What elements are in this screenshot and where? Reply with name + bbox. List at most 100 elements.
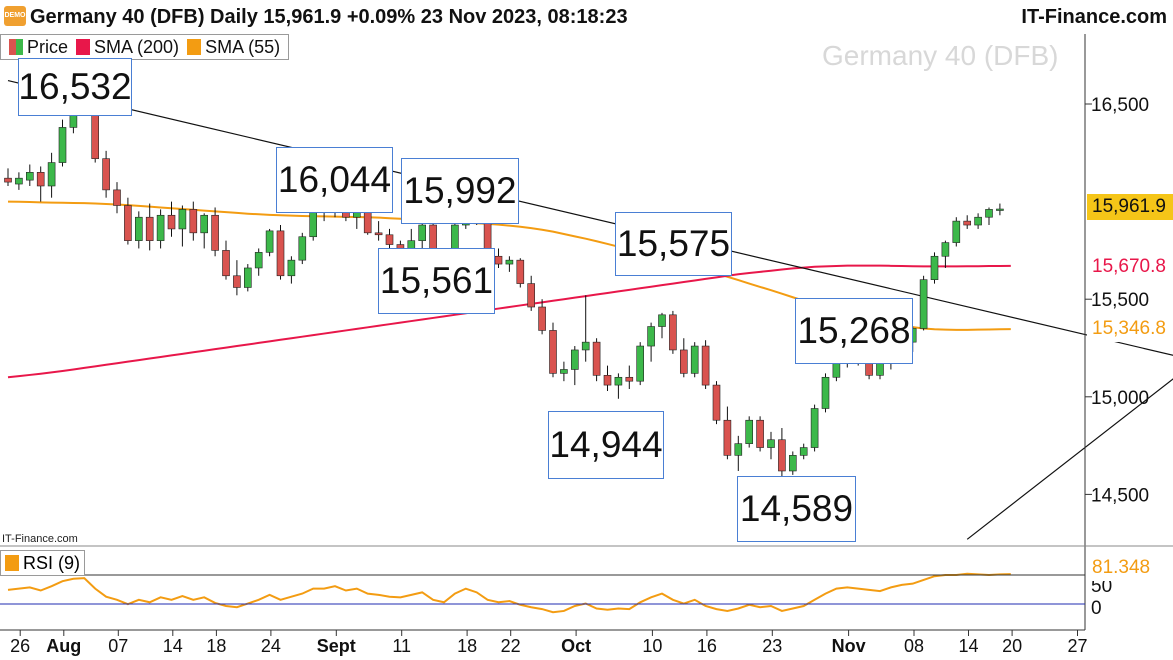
- last-price-tag: 15,961.9: [1087, 194, 1173, 220]
- x-tick-label: 11: [392, 636, 411, 656]
- rsi-panel: [7, 572, 1011, 614]
- source-label: IT-Finance.com: [2, 533, 78, 545]
- demo-badge: DEMO: [4, 6, 26, 26]
- candle-up: [244, 267, 252, 288]
- x-tick-label: 16: [697, 636, 717, 656]
- sma200-path: [7, 264, 1011, 379]
- candle-down: [189, 209, 198, 234]
- candle-up: [974, 216, 982, 226]
- legend-sma55[interactable]: SMA (55): [183, 37, 280, 58]
- candle-up: [309, 211, 318, 238]
- trendline: [966, 378, 1173, 540]
- candle-up: [265, 230, 274, 253]
- candle-up: [821, 376, 830, 409]
- candle-up: [254, 252, 263, 269]
- candle-up: [25, 172, 34, 181]
- candle-down: [756, 419, 764, 448]
- candle-down: [723, 419, 732, 456]
- x-tick-label: Oct: [561, 636, 591, 656]
- candle-up: [799, 447, 808, 456]
- candle-up: [745, 419, 754, 444]
- x-tick-label: 08: [904, 636, 924, 656]
- candle-down: [211, 214, 219, 251]
- candle-up: [614, 376, 623, 386]
- chart-header: DEMO Germany 40 (DFB) Daily 15,961.9 +0.…: [0, 0, 1173, 34]
- rsi-legend[interactable]: RSI (9): [0, 550, 86, 576]
- candle-up: [178, 209, 187, 230]
- candle-up: [135, 216, 143, 241]
- brand-label: IT-Finance.com: [1021, 6, 1167, 28]
- candle-down: [625, 376, 634, 382]
- candle-up: [941, 242, 950, 257]
- candle-up: [581, 341, 590, 351]
- annotation-15575: 15,575: [615, 212, 732, 276]
- x-tick-label: 22: [501, 636, 521, 656]
- axes: 16,500 15,500 15,000 14,500 500 26 Aug 07 14 18 24…: [0, 34, 1173, 656]
- annotation-15992: 15,992: [401, 158, 519, 224]
- candle-up: [418, 224, 427, 241]
- y-tick-label: 15,000: [1091, 388, 1149, 409]
- candle-up: [930, 255, 939, 280]
- candle-down: [222, 250, 230, 277]
- annotation-14589: 14,589: [737, 476, 856, 542]
- candle-up: [985, 209, 993, 218]
- x-tick-label: 18: [457, 636, 477, 656]
- candle-up: [919, 279, 928, 329]
- x-tick-label: Sept: [317, 636, 356, 656]
- candle-up: [810, 408, 819, 448]
- candle-up: [996, 208, 1004, 211]
- rsi-tick-label: 0: [1091, 598, 1102, 619]
- candles: [4, 97, 1004, 478]
- candle-down: [36, 172, 45, 187]
- price-swatch-icon: [9, 39, 23, 55]
- candle-down: [603, 375, 612, 386]
- candle-down: [527, 283, 536, 308]
- candle-up: [15, 177, 23, 185]
- candle-down: [701, 345, 710, 386]
- candle-down: [516, 259, 525, 284]
- candle-up: [788, 455, 797, 472]
- candle-down: [276, 230, 285, 277]
- price-legend: Price SMA (200) SMA (55): [0, 34, 290, 60]
- rsi-tag: 81.348: [1087, 555, 1173, 581]
- candle-down: [592, 341, 601, 376]
- candle-up: [690, 345, 699, 374]
- x-tick-label: 14: [163, 636, 183, 656]
- candle-up: [200, 214, 208, 234]
- candle-up: [767, 439, 775, 448]
- x-tick-label: 14: [958, 636, 978, 656]
- sma200-line: [7, 264, 1011, 379]
- candle-down: [679, 349, 688, 374]
- candle-down: [963, 220, 972, 226]
- candle-up: [658, 314, 666, 327]
- candle-up: [58, 127, 67, 163]
- annotation-16044: 16,044: [276, 147, 393, 213]
- candle-up: [156, 214, 165, 241]
- candle-down: [4, 177, 12, 183]
- candle-up: [647, 326, 655, 347]
- annotation-15561: 15,561: [378, 248, 495, 314]
- legend-sma200-label: SMA (200): [94, 36, 180, 57]
- x-tick-label: 24: [261, 636, 281, 656]
- candle-up: [560, 369, 568, 374]
- candle-down: [385, 234, 394, 245]
- legend-sma55-label: SMA (55): [205, 36, 281, 57]
- candle-down: [233, 275, 241, 288]
- legend-price[interactable]: Price: [5, 37, 68, 58]
- x-tick-label: Aug: [46, 636, 81, 656]
- x-tick-label: 07: [108, 636, 128, 656]
- sma55-swatch-icon: [187, 39, 202, 55]
- candle-down: [712, 384, 721, 421]
- candle-up: [734, 443, 743, 456]
- candle-up: [570, 349, 579, 370]
- candle-down: [145, 216, 154, 241]
- sma200-tag: 15,670.8: [1087, 254, 1173, 280]
- y-tick-label: 14,500: [1091, 485, 1149, 506]
- legend-sma200[interactable]: SMA (200): [72, 37, 179, 58]
- candle-up: [952, 220, 961, 243]
- annotation-16532: 16,532: [18, 58, 132, 116]
- x-tick-label: 10: [642, 636, 662, 656]
- watermark: Germany 40 (DFB): [822, 40, 1059, 71]
- x-tick-label: 20: [1002, 636, 1022, 656]
